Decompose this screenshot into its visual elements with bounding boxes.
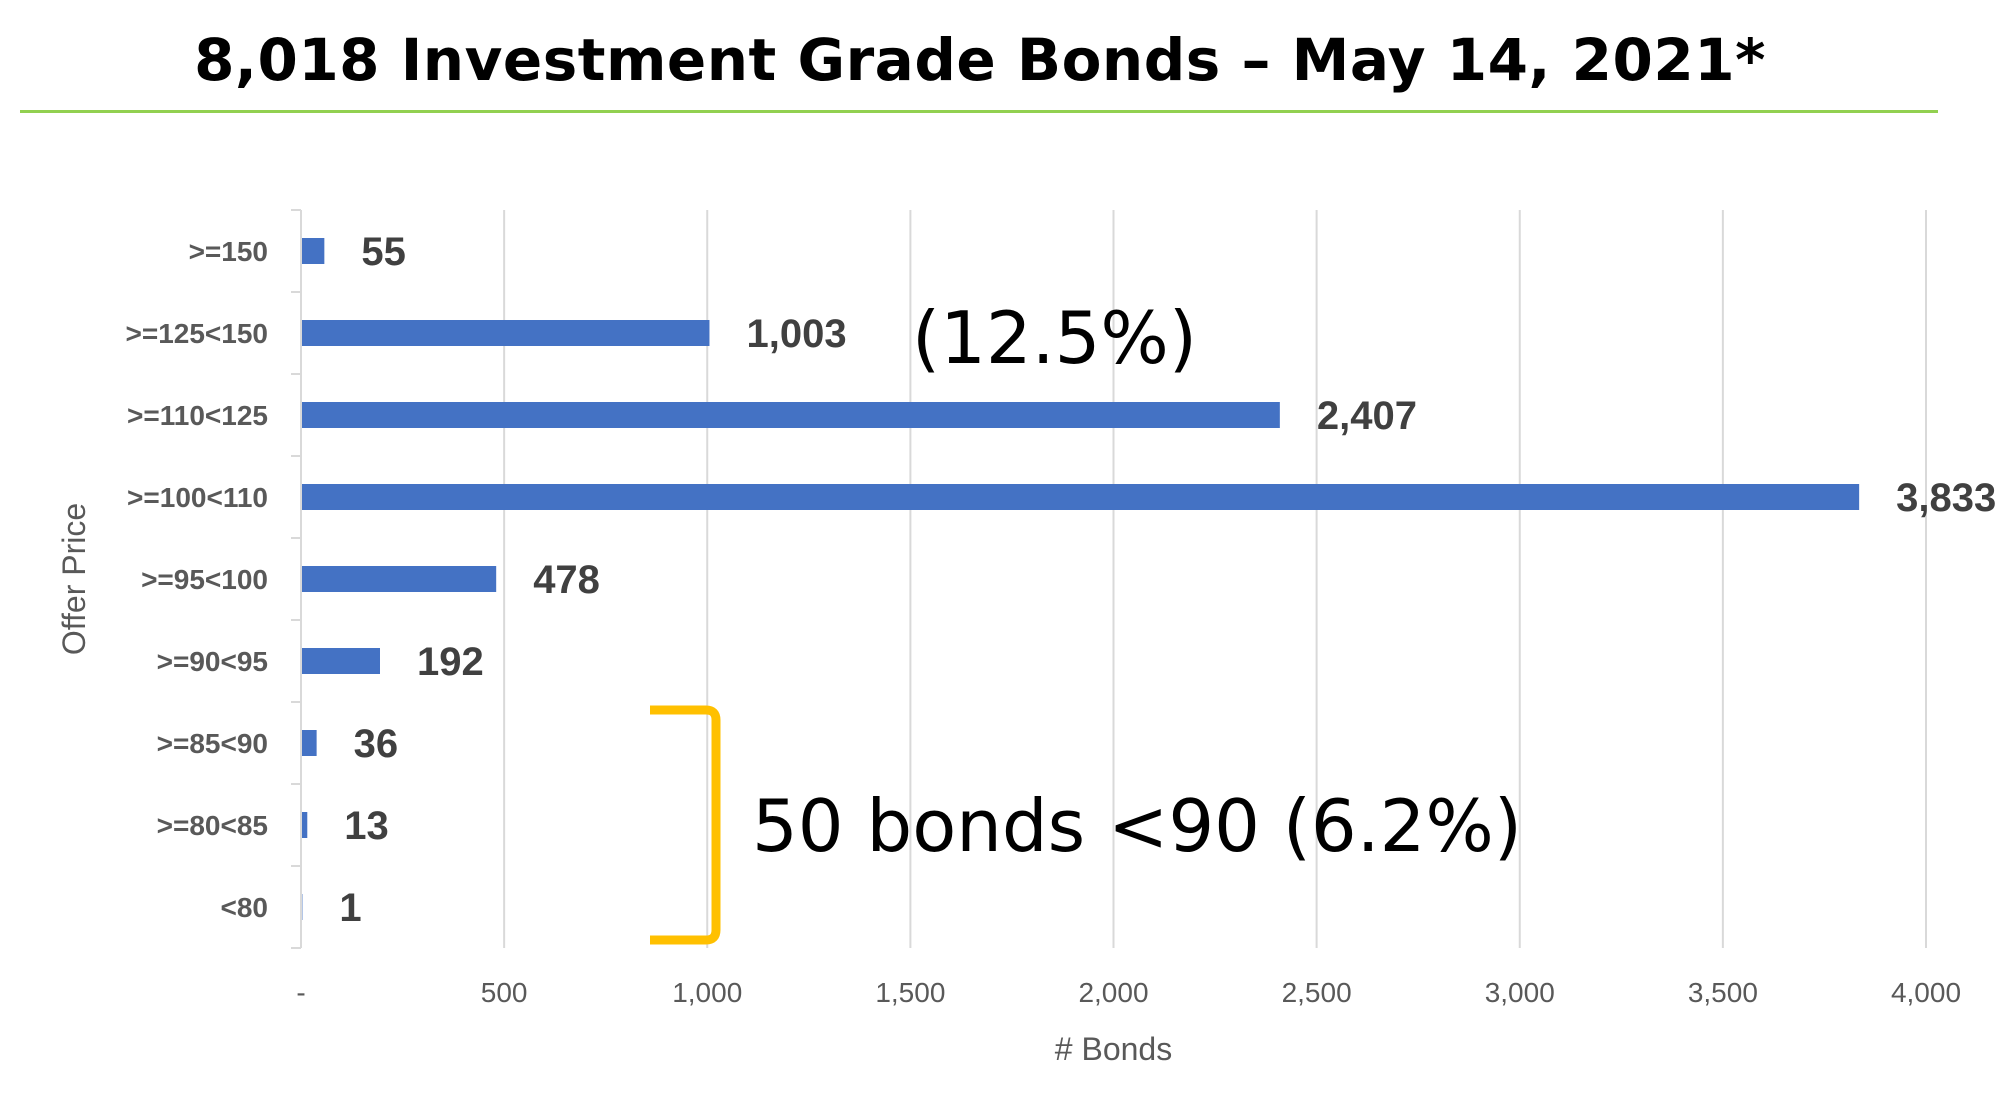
title-divider: [20, 110, 1938, 113]
category-label-3: >=100<110: [127, 482, 268, 513]
data-label-7: 13: [344, 804, 389, 848]
x-tick-label-3: 1,500: [875, 977, 945, 1008]
x-tick-labels: - 500 1,000 1,500 2,000 2,500 3,000 3,500 4,000: [296, 977, 1961, 1008]
x-axis-title: # Bonds: [1055, 1031, 1172, 1067]
bar-1: [302, 320, 710, 346]
data-label-5: 192: [417, 640, 484, 684]
annotation-12-5-percent: (12.5%): [912, 296, 1197, 380]
x-tick-label-8: 4,000: [1891, 977, 1961, 1008]
category-label-6: >=85<90: [157, 728, 268, 759]
x-tick-label-6: 3,000: [1485, 977, 1555, 1008]
slide-title: 8,018 Investment Grade Bonds – May 14, 2…: [194, 26, 1766, 94]
category-label-5: >=90<95: [157, 646, 268, 677]
bar-2: [302, 402, 1280, 428]
category-label-8: <80: [221, 892, 269, 923]
data-label-4: 478: [533, 558, 600, 602]
category-label-0: >=150: [189, 236, 268, 267]
data-label-0: 55: [361, 230, 406, 274]
data-label-6: 36: [354, 722, 399, 766]
annotation-50-bonds: 50 bonds <90 (6.2%): [752, 784, 1522, 868]
x-tick-label-7: 3,500: [1688, 977, 1758, 1008]
category-label-2: >=110<125: [127, 400, 268, 431]
category-label-7: >=80<85: [157, 810, 268, 841]
bar-0: [302, 238, 325, 264]
bar-4: [302, 566, 497, 592]
data-label-1: 1,003: [746, 312, 846, 356]
data-label-3: 3,833: [1896, 476, 1996, 520]
bar-5: [302, 648, 380, 674]
x-tick-label-0: -: [296, 977, 305, 1008]
bar-6: [302, 730, 317, 756]
bar-3: [302, 484, 1860, 510]
x-tick-label-1: 500: [481, 977, 528, 1008]
data-label-2: 2,407: [1317, 394, 1417, 438]
category-axis: [291, 209, 302, 949]
data-label-8: 1: [339, 886, 361, 930]
y-tick-labels: >=150 >=125<150 >=110<125 >=100<110 >=95<100…: [126, 236, 269, 923]
bar-7: [302, 812, 308, 838]
bracket-shape: [650, 705, 721, 945]
x-tick-label-4: 2,000: [1078, 977, 1148, 1008]
category-label-4: >=95<100: [141, 564, 268, 595]
data-labels: 55 1,003 2,407 3,833 478 192 36 13 1: [339, 230, 1996, 930]
x-tick-label-5: 2,500: [1282, 977, 1352, 1008]
x-tick-label-2: 1,000: [672, 977, 742, 1008]
category-label-1: >=125<150: [126, 318, 269, 349]
bars: [302, 238, 1860, 920]
y-axis-title: Offer Price: [56, 503, 92, 655]
